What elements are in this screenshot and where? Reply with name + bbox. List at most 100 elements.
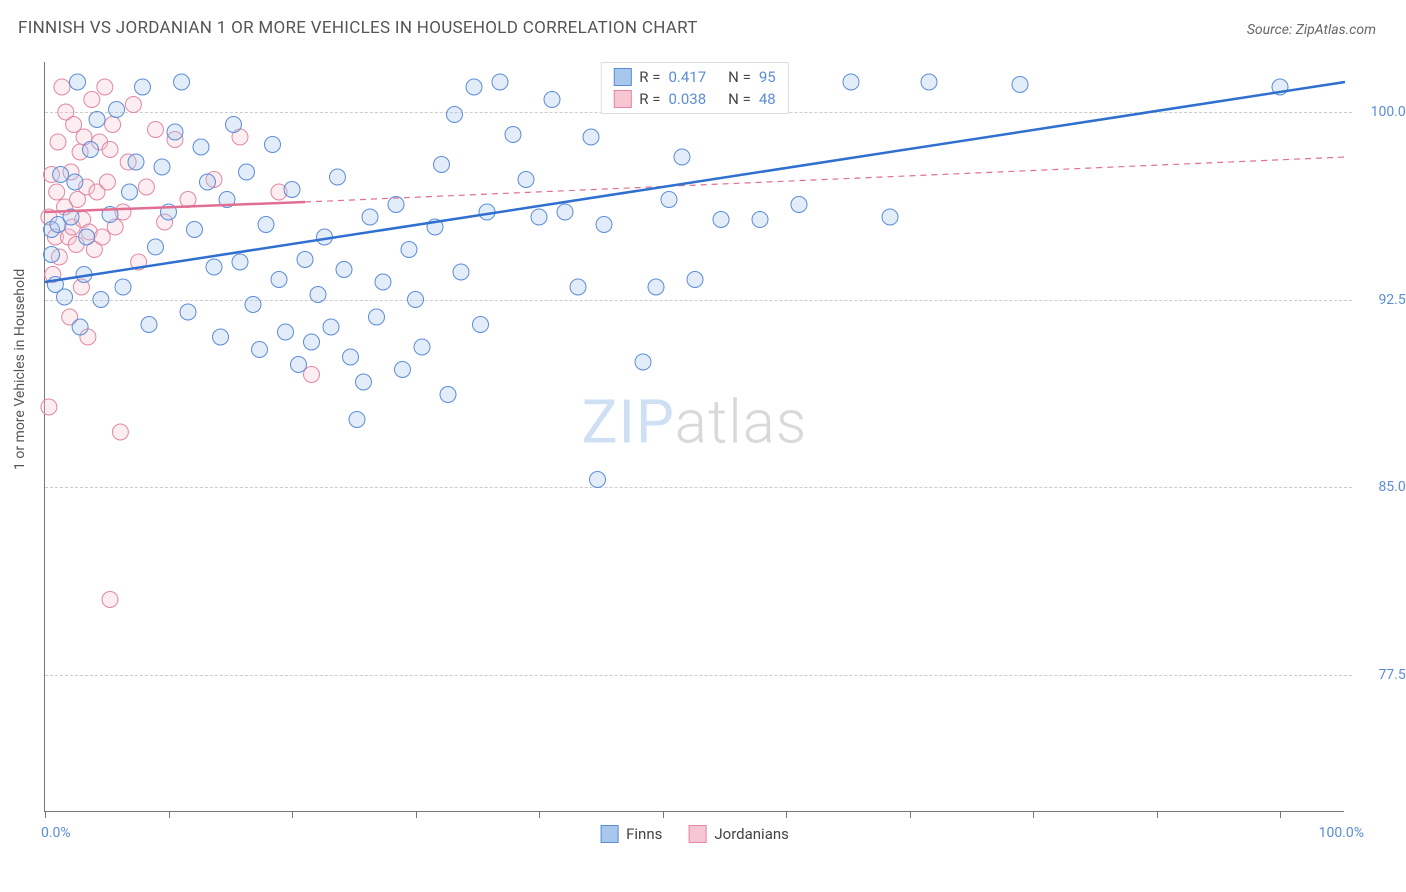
data-point — [265, 137, 281, 153]
data-point — [661, 192, 677, 208]
data-point — [102, 592, 118, 608]
correlation-legend: R = 0.417 N = 95 R = 0.038 N = 48 — [600, 62, 788, 114]
data-point — [583, 129, 599, 145]
legend-label-jordanians: Jordanians — [714, 825, 789, 843]
data-point — [297, 252, 313, 268]
data-point — [336, 262, 352, 278]
data-point — [323, 319, 339, 335]
legend-item-finns: Finns — [600, 825, 662, 843]
data-point — [44, 247, 60, 263]
data-point — [41, 399, 57, 415]
data-point — [362, 209, 378, 225]
data-point — [115, 279, 131, 295]
data-point — [105, 117, 121, 133]
data-point — [635, 354, 651, 370]
legend-row-jordanians: R = 0.038 N = 48 — [601, 88, 787, 110]
x-tick — [45, 811, 46, 818]
data-point — [674, 149, 690, 165]
x-tick — [910, 811, 911, 818]
data-point — [752, 212, 768, 228]
data-point — [97, 79, 113, 95]
data-point — [50, 134, 66, 150]
data-point — [213, 329, 229, 345]
data-point — [687, 272, 703, 288]
x-tick — [786, 811, 787, 818]
scatter-plot: 77.5%85.0%92.5%100.0% ZIPatlas R = 0.417… — [44, 62, 1344, 812]
data-point — [882, 209, 898, 225]
data-point — [239, 164, 255, 180]
chart-title: FINNISH VS JORDANIAN 1 OR MORE VEHICLES … — [18, 18, 698, 38]
n-value-finns: 95 — [759, 68, 776, 86]
data-point — [125, 97, 141, 113]
r-value-finns: 0.417 — [668, 68, 706, 86]
data-point — [440, 387, 456, 403]
data-point — [356, 374, 372, 390]
data-point — [187, 222, 203, 238]
data-point — [453, 264, 469, 280]
data-point — [49, 184, 65, 200]
y-tick-label: 85.0% — [1378, 479, 1406, 495]
swatch-jordanians-icon — [688, 825, 706, 843]
data-point — [648, 279, 664, 295]
data-point — [226, 117, 242, 133]
x-tick — [1033, 811, 1034, 818]
data-point — [843, 74, 859, 90]
data-point — [395, 362, 411, 378]
data-point — [466, 79, 482, 95]
swatch-finns — [613, 68, 631, 86]
data-point — [148, 122, 164, 138]
data-point — [128, 154, 144, 170]
data-point — [518, 172, 534, 188]
data-point — [473, 317, 489, 333]
y-tick-label: 77.5% — [1378, 667, 1406, 683]
data-point — [713, 212, 729, 228]
data-point — [180, 304, 196, 320]
data-point — [154, 159, 170, 175]
legend-row-finns: R = 0.417 N = 95 — [601, 66, 787, 88]
data-point — [252, 342, 268, 358]
data-point — [590, 472, 606, 488]
data-point — [148, 239, 164, 255]
data-point — [291, 357, 307, 373]
data-point — [596, 217, 612, 233]
data-point — [304, 334, 320, 350]
data-point — [401, 242, 417, 258]
data-point — [206, 259, 222, 275]
data-point — [102, 142, 118, 158]
swatch-jordanians — [613, 90, 631, 108]
data-point — [99, 174, 115, 190]
data-point — [53, 167, 69, 183]
data-point — [343, 349, 359, 365]
x-tick — [539, 811, 540, 818]
data-point — [200, 174, 216, 190]
data-point — [388, 197, 404, 213]
x-axis-max: 100.0% — [1319, 825, 1364, 841]
data-point — [434, 157, 450, 173]
data-point — [330, 169, 346, 185]
data-point — [408, 292, 424, 308]
data-point — [167, 124, 183, 140]
data-point — [505, 127, 521, 143]
data-point — [57, 289, 73, 305]
x-tick — [1280, 811, 1281, 818]
swatch-finns-icon — [600, 825, 618, 843]
data-point — [557, 204, 573, 220]
data-point — [245, 297, 261, 313]
x-tick — [663, 811, 664, 818]
data-point — [570, 279, 586, 295]
data-point — [414, 339, 430, 355]
data-point — [141, 317, 157, 333]
legend-label-finns: Finns — [626, 825, 662, 843]
data-point — [84, 92, 100, 108]
data-point — [232, 254, 248, 270]
data-point — [193, 139, 209, 155]
x-tick — [1157, 811, 1158, 818]
data-point — [67, 174, 83, 190]
data-point — [258, 217, 274, 233]
data-point — [791, 197, 807, 213]
data-point — [93, 292, 109, 308]
legend-item-jordanians: Jordanians — [688, 825, 789, 843]
series-legend: Finns Jordanians — [600, 825, 789, 843]
x-tick — [292, 811, 293, 818]
y-axis-label: 1 or more Vehicles in Household — [12, 269, 28, 470]
